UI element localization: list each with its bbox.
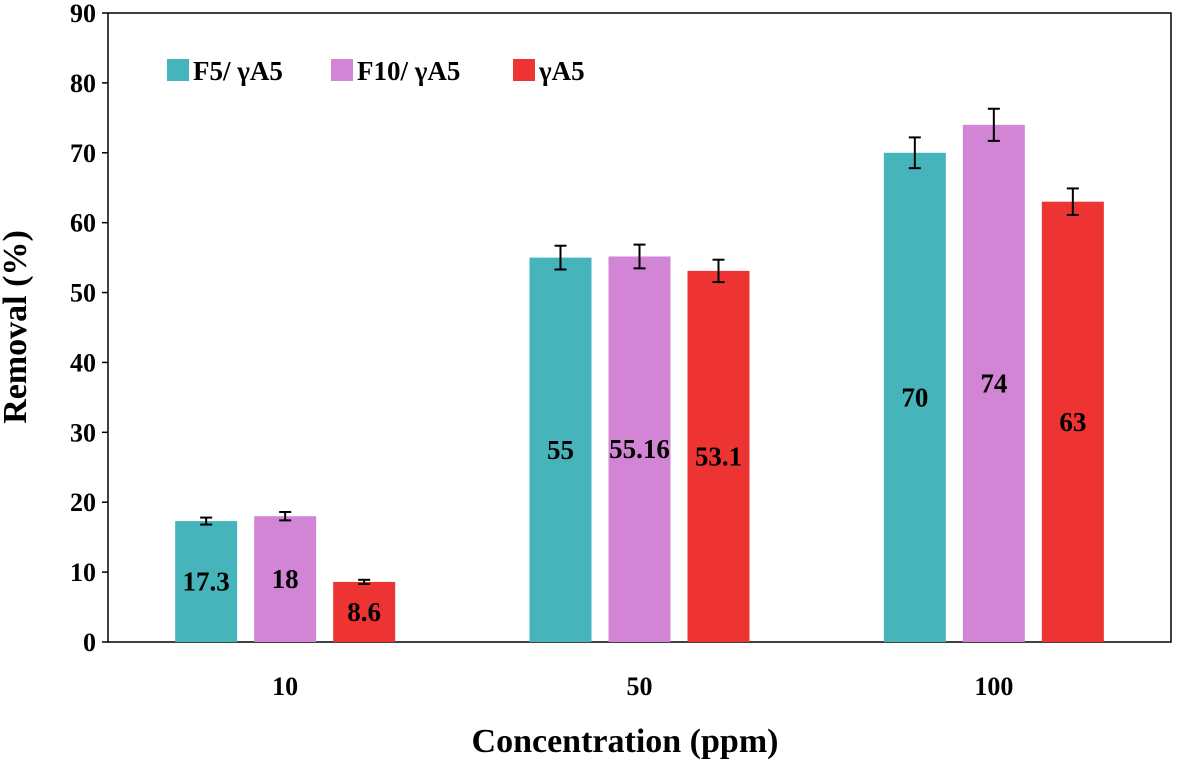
y-tick-label: 30 <box>70 418 96 447</box>
x-tick-label: 50 <box>627 672 653 701</box>
data-label: 55 <box>547 435 574 465</box>
data-label: 17.3 <box>183 567 230 597</box>
y-tick-label: 70 <box>70 139 96 168</box>
data-label: 55.16 <box>609 434 670 464</box>
y-axis: 0 10 20 30 40 50 60 70 80 90 <box>70 0 108 657</box>
bar <box>883 152 946 642</box>
bar <box>175 521 238 642</box>
y-tick-label: 10 <box>70 558 96 587</box>
legend-label: F5/ γA5 <box>193 56 283 86</box>
x-axis: 10 50 100 <box>272 672 1013 701</box>
data-label: 74 <box>980 368 1007 398</box>
legend: F5/ γA5 F10/ γA5 γA5 <box>167 56 585 86</box>
bar <box>608 256 671 642</box>
y-axis-title: Removal (%) <box>0 230 34 424</box>
bar <box>962 124 1025 643</box>
bar <box>529 257 592 642</box>
legend-label: γA5 <box>538 56 585 86</box>
y-tick-label: 80 <box>70 69 96 98</box>
data-label: 8.6 <box>347 597 381 627</box>
data-label: 70 <box>901 382 928 412</box>
y-tick-label: 50 <box>70 279 96 308</box>
data-label: 63 <box>1059 407 1086 437</box>
bar <box>333 581 396 642</box>
y-tick-label: 60 <box>70 209 96 238</box>
y-tick-label: 20 <box>70 488 96 517</box>
error-bars-group <box>200 107 1079 585</box>
y-tick-label: 40 <box>70 348 96 377</box>
data-label: 18 <box>272 564 299 594</box>
data-labels-group: 17.3 18 8.6 55 55.16 53.1 70 74 63 <box>183 368 1087 627</box>
bars-group <box>175 124 1104 643</box>
x-axis-title: Concentration (ppm) <box>472 723 779 760</box>
y-tick-label: 90 <box>70 0 96 28</box>
legend-label: F10/ γA5 <box>357 56 460 86</box>
data-label: 53.1 <box>695 441 742 471</box>
y-tick-label: 0 <box>83 628 96 657</box>
x-tick-label: 10 <box>272 672 298 701</box>
x-tick-label: 100 <box>974 672 1013 701</box>
bar <box>1041 201 1104 642</box>
legend-swatch <box>167 59 189 81</box>
legend-swatch <box>331 59 353 81</box>
bar <box>687 270 750 642</box>
legend-swatch <box>513 59 535 81</box>
bar <box>254 516 317 642</box>
